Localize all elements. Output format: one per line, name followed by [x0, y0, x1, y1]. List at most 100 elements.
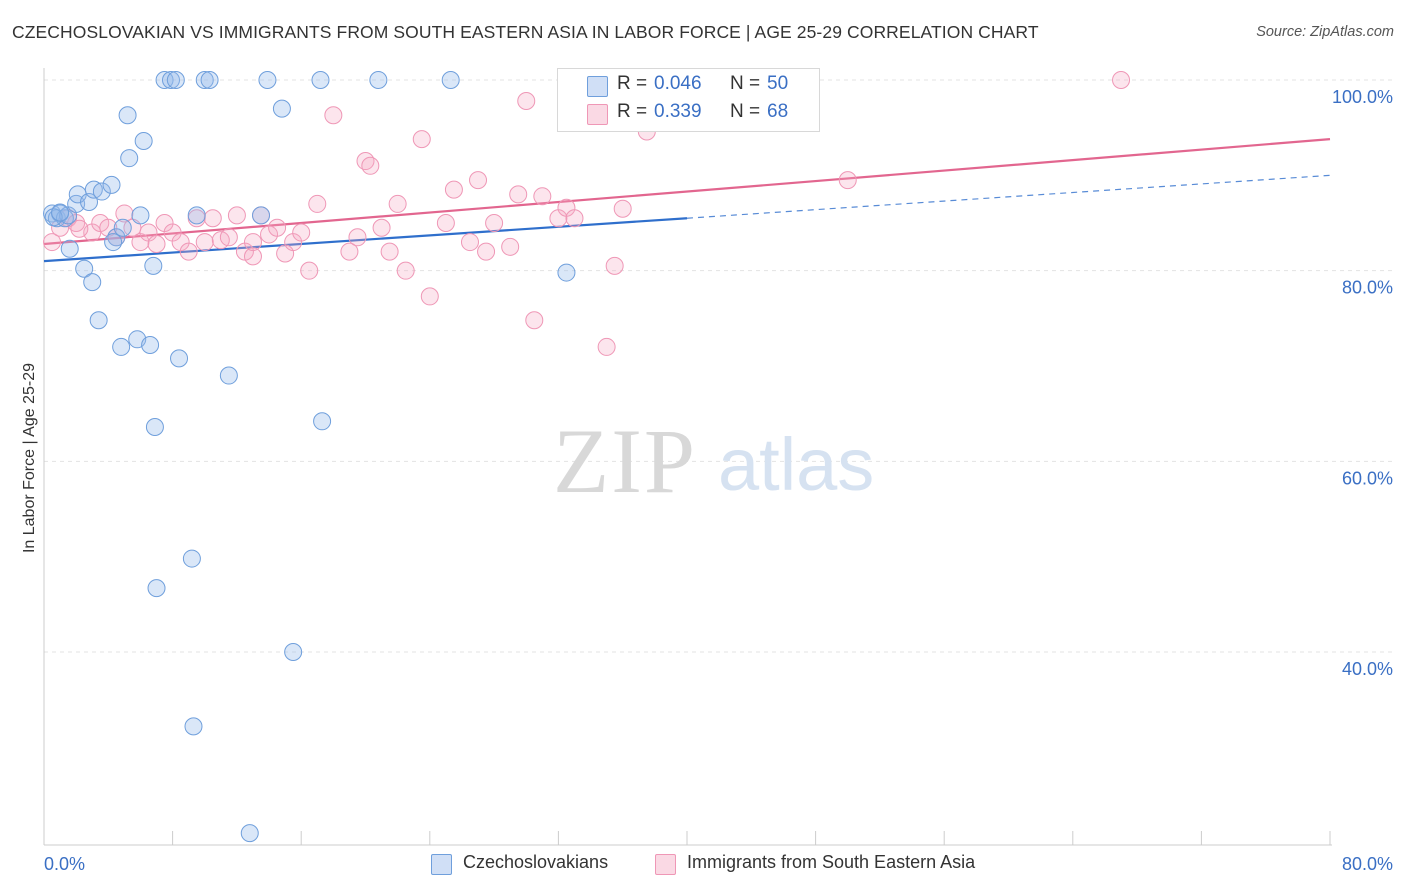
legend-n-value: 68 — [767, 101, 789, 122]
legend-r-value: 0.046 — [654, 73, 702, 94]
legend-swatch-pink — [587, 104, 608, 125]
data-point-pink — [444, 180, 463, 199]
data-point-pink — [324, 106, 343, 125]
data-point-pink — [361, 156, 380, 175]
data-point-blue — [113, 218, 132, 237]
tick-labels: 100.0% 80.0% 60.0% 40.0% 0.0% 80.0% — [44, 87, 1393, 874]
data-point-blue — [170, 349, 189, 368]
data-point-pink — [147, 234, 166, 253]
data-point-pink — [525, 311, 544, 330]
data-point-blue — [284, 643, 303, 661]
data-point-blue — [557, 263, 576, 282]
data-point-pink — [412, 130, 431, 149]
data-point-pink — [597, 337, 616, 356]
watermark: ZIP atlas — [553, 410, 874, 512]
data-point-blue — [118, 106, 137, 125]
data-point-pink — [838, 171, 857, 190]
data-point-blue — [107, 228, 126, 247]
data-point-pink — [436, 214, 455, 232]
data-point-blue — [75, 259, 94, 278]
bottom-legend-label: Czechoslovakians — [463, 852, 609, 872]
data-point-blue — [131, 206, 150, 225]
data-point-pink — [477, 242, 496, 261]
data-point-blue — [195, 71, 214, 89]
legend-n-value: 50 — [767, 73, 789, 94]
data-point-blue — [120, 149, 139, 168]
data-point-blue — [187, 206, 206, 225]
data-point-pink — [292, 223, 311, 242]
data-point-blue — [144, 256, 163, 275]
y-tick-label: 100.0% — [1332, 87, 1393, 107]
y-tick-label: 60.0% — [1342, 468, 1393, 488]
y-tick-label: 40.0% — [1342, 659, 1393, 679]
data-point-pink — [115, 204, 134, 223]
data-point-pink — [485, 214, 504, 232]
trend-line-blue-extension — [686, 174, 1331, 219]
grid-lines — [44, 79, 1392, 653]
data-point-blue — [219, 366, 238, 385]
legend-r-value: 0.339 — [654, 101, 702, 122]
data-point-blue — [60, 239, 79, 258]
data-point-blue — [252, 206, 271, 225]
data-point-blue — [147, 579, 166, 598]
data-point-pink — [469, 171, 488, 190]
data-point-blue — [161, 71, 180, 89]
legend-n-label: N = — [730, 101, 761, 122]
data-point-pink — [613, 199, 632, 218]
data-point-pink — [388, 194, 407, 213]
data-point-blue — [51, 203, 70, 222]
data-point-pink — [340, 242, 359, 261]
data-point-blue — [311, 71, 330, 89]
data-point-pink — [300, 261, 319, 280]
data-point-blue — [272, 99, 291, 118]
data-point-blue — [166, 71, 185, 89]
data-point-pink — [1112, 71, 1131, 89]
data-point-blue — [44, 208, 63, 227]
y-tick-label: 80.0% — [1342, 278, 1393, 298]
bottom-legend-label: Immigrants from South Eastern Asia — [687, 852, 976, 872]
series-pink-points — [43, 71, 1131, 356]
legend-n-label: N = — [730, 73, 761, 94]
data-point-blue — [200, 71, 219, 89]
watermark-zip: ZIP — [553, 410, 697, 512]
bottom-legend-swatch-pink — [655, 854, 676, 875]
data-point-pink — [420, 287, 439, 306]
data-point-blue — [258, 71, 277, 89]
data-point-pink — [396, 261, 415, 280]
data-point-pink — [460, 233, 479, 252]
series-blue-points — [43, 71, 576, 843]
data-point-pink — [243, 247, 262, 266]
trend-line-pink — [43, 138, 1331, 246]
data-point-blue — [134, 132, 153, 151]
data-point-pink — [509, 185, 528, 204]
legend-r-label: R = — [617, 73, 648, 94]
axes — [43, 68, 1332, 846]
data-point-blue — [441, 71, 460, 89]
data-point-pink — [501, 237, 520, 256]
data-point-pink — [227, 206, 246, 225]
source-label: Source: ZipAtlas.com — [1256, 24, 1394, 40]
data-point-pink — [243, 233, 262, 252]
data-point-pink — [348, 228, 367, 247]
legend-r-label: R = — [617, 101, 648, 122]
data-point-pink — [179, 242, 198, 261]
data-point-blue — [102, 175, 121, 194]
data-point-pink — [219, 228, 238, 247]
data-point-blue — [313, 412, 332, 431]
data-point-pink — [195, 233, 214, 252]
data-point-blue — [112, 337, 131, 356]
trend-lines — [43, 138, 1331, 263]
bottom-legend-swatch-blue — [431, 854, 452, 875]
data-point-blue — [141, 336, 160, 355]
data-point-pink — [356, 152, 375, 171]
stats-legend: R = 0.046 N = 50 R = 0.339 N = 68 — [557, 68, 820, 132]
data-point-blue — [182, 549, 201, 568]
data-point-pink — [43, 233, 62, 252]
data-point-blue — [92, 182, 111, 201]
x-tick-label: 0.0% — [44, 854, 85, 874]
legend-swatch-blue — [587, 76, 608, 97]
data-point-pink — [605, 256, 624, 275]
data-point-blue — [369, 71, 388, 89]
data-point-blue — [240, 824, 259, 843]
